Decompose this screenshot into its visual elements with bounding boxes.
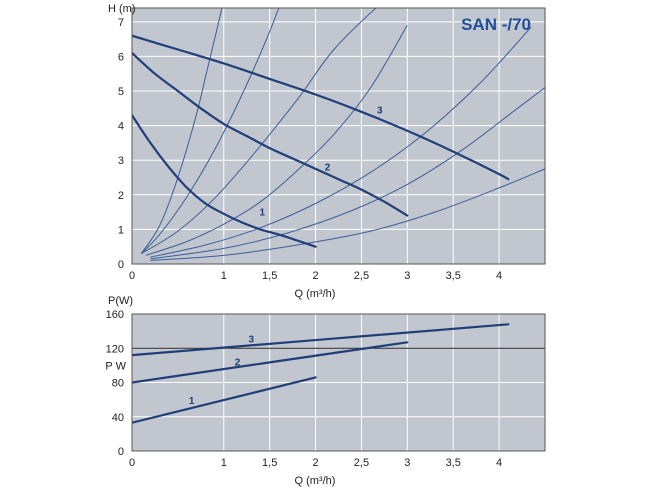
head-plot-area	[132, 8, 545, 264]
series-line-3	[132, 323, 510, 357]
x-tick-label: 1,5	[262, 270, 277, 282]
series-line-2	[132, 51, 409, 217]
system-curve	[140, 8, 280, 254]
y-tick-label: 0	[118, 446, 124, 458]
head-y-ticks: 0 1 2 3 4 5 6 7	[118, 17, 124, 271]
series-line-3	[132, 34, 510, 181]
x-tick-label: 4	[496, 270, 502, 282]
head-y-axis-label: H (m)	[108, 3, 136, 15]
x-tick-label: 0	[129, 270, 135, 282]
system-curve	[140, 8, 223, 254]
x-tick-label: 4	[496, 457, 502, 469]
head-grid	[132, 8, 545, 264]
head-chart: 1 2 3 0 1 1,5 2 2,5 3 3,5 4 0 1 2 3 4 5 6 7 SAN -/70 H (…	[108, 3, 546, 300]
y-tick-label: 40	[112, 412, 124, 424]
y-tick-label: 80	[112, 378, 124, 390]
y-tick-label: 7	[118, 17, 124, 29]
x-tick-label: 1,5	[262, 457, 277, 469]
system-curve	[150, 87, 545, 260]
x-tick-label: 3	[404, 457, 410, 469]
x-tick-label: 2,5	[354, 270, 369, 282]
system-curve	[150, 26, 532, 258]
head-x-ticks: 0 1 1,5 2 2,5 3 3,5 4	[129, 270, 502, 282]
power-y-side-label: P W	[105, 360, 126, 372]
power-plot-frame	[131, 313, 546, 452]
x-tick-label: 2	[312, 457, 318, 469]
curve-label: 1	[189, 396, 195, 407]
chart-title: SAN -/70	[461, 15, 531, 34]
x-tick-label: 3,5	[446, 270, 461, 282]
x-tick-label: 2	[312, 270, 318, 282]
curve-label: 2	[325, 163, 331, 174]
y-tick-label: 6	[118, 51, 124, 63]
series-line-2	[132, 341, 409, 384]
y-tick-label: 4	[118, 121, 124, 133]
x-tick-label: 3	[404, 270, 410, 282]
power-x-ticks: 0 1 1,5 2 2,5 3 3,5 4	[129, 457, 502, 469]
head-x-axis-label: Q (m³/h)	[294, 288, 335, 300]
x-tick-label: 0	[129, 457, 135, 469]
x-tick-label: 3,5	[446, 457, 461, 469]
y-tick-label: 1	[118, 224, 124, 236]
power-grid	[132, 314, 545, 451]
y-tick-label: 120	[106, 343, 124, 355]
head-curve-labels: 1 2 3	[260, 106, 383, 219]
power-series	[132, 323, 510, 424]
x-tick-label: 1	[221, 457, 227, 469]
y-tick-label: 5	[118, 86, 124, 98]
head-plot-frame	[131, 7, 546, 265]
system-curve	[145, 25, 408, 256]
x-tick-label: 1	[221, 270, 227, 282]
series-line-1	[132, 376, 317, 424]
power-y-axis-label: P(W)	[108, 295, 133, 307]
power-curve-labels: 1 2 3	[189, 334, 255, 407]
system-curve	[150, 168, 545, 261]
curve-label: 2	[235, 357, 241, 368]
y-tick-label: 160	[106, 309, 124, 321]
power-x-axis-label: Q (m³/h)	[294, 475, 335, 487]
curve-label: 3	[377, 106, 383, 117]
curve-label: 1	[260, 208, 266, 219]
x-tick-label: 2,5	[354, 457, 369, 469]
head-series	[132, 34, 510, 248]
y-tick-label: 3	[118, 155, 124, 167]
y-tick-label: 0	[118, 259, 124, 271]
power-y-ticks: 0 40 80 120 160	[106, 309, 124, 458]
curve-label: 3	[249, 334, 255, 345]
series-line-1	[132, 114, 317, 248]
y-tick-label: 2	[118, 190, 124, 202]
